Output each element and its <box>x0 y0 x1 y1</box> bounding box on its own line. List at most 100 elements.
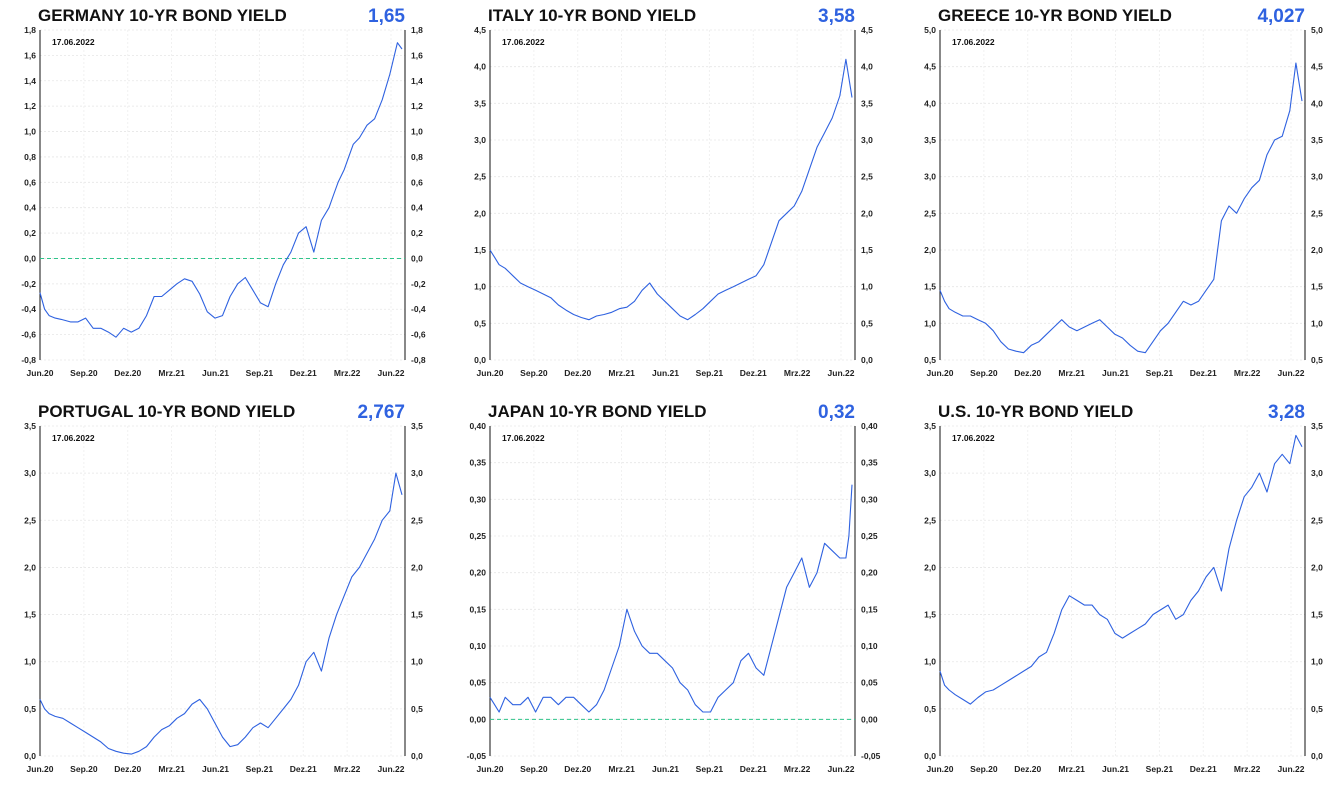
y-tick-label-left: 0,40 <box>469 421 486 431</box>
y-tick-label-left: 3,0 <box>24 468 36 478</box>
x-tick-label: Sep.20 <box>70 368 98 378</box>
y-tick-label-right: 0,25 <box>861 531 878 541</box>
y-tick-label-right: 1,5 <box>1311 282 1323 292</box>
y-tick-label-right: 3,5 <box>411 421 423 431</box>
y-tick-label-left: 0,00 <box>469 714 486 724</box>
series-line <box>39 472 403 755</box>
y-tick-label-left: 1,8 <box>24 25 36 35</box>
x-tick-label: Mrz.21 <box>1058 764 1085 774</box>
x-tick-label: Dez.20 <box>564 368 591 378</box>
x-tick-label: Jun.20 <box>27 368 54 378</box>
y-tick-label-left: 2,5 <box>474 172 486 182</box>
y-tick-label-right: 0,40 <box>861 421 878 431</box>
y-tick-label-left: 0,25 <box>469 531 486 541</box>
y-tick-label-right: 1,0 <box>1311 318 1323 328</box>
y-tick-label-right: 1,4 <box>411 76 423 86</box>
x-tick-label: Sep.20 <box>520 368 548 378</box>
y-tick-label-left: 0,0 <box>924 751 936 761</box>
x-tick-label: Mrz.22 <box>334 368 361 378</box>
y-tick-label-left: 0,8 <box>24 152 36 162</box>
chart-panel: JAPAN 10-YR BOND YIELD 0,32 -0,05 -0,05 0,00… <box>467 402 881 774</box>
y-tick-label-left: 0,5 <box>24 704 36 714</box>
y-tick-label-right: 1,8 <box>411 25 423 35</box>
series-line <box>939 62 1303 354</box>
y-tick-label-right: 0,0 <box>411 253 423 263</box>
y-tick-label-left: 3,5 <box>924 135 936 145</box>
y-tick-label-right: 2,0 <box>1311 562 1323 572</box>
y-tick-label-right: 0,0 <box>411 751 423 761</box>
y-tick-label-left: 3,5 <box>474 98 486 108</box>
y-tick-label-right: 0,35 <box>861 458 878 468</box>
series-line <box>39 42 403 338</box>
x-tick-label: Mrz.22 <box>784 764 811 774</box>
y-tick-label-right: 3,5 <box>1311 135 1323 145</box>
y-tick-label-right: 3,0 <box>861 135 873 145</box>
y-tick-label-left: -0,05 <box>467 751 487 761</box>
y-tick-label-right: 1,6 <box>411 50 423 60</box>
y-tick-label-left: 0,6 <box>24 177 36 187</box>
x-tick-label: Mrz.21 <box>158 368 185 378</box>
x-tick-label: Sep.21 <box>696 764 724 774</box>
y-tick-label-right: 2,0 <box>861 208 873 218</box>
y-tick-label-right: 2,0 <box>1311 245 1323 255</box>
chart-panel: U.S. 10-YR BOND YIELD 3,28 0,0 0,0 0,5 0,5 1,0… <box>924 402 1323 774</box>
y-tick-label-right: 0,20 <box>861 568 878 578</box>
x-tick-label: Mrz.22 <box>334 764 361 774</box>
x-tick-label: Dez.21 <box>740 764 767 774</box>
x-tick-label: Mrz.21 <box>158 764 185 774</box>
y-tick-label-left: 3,5 <box>924 421 936 431</box>
y-tick-label-left: 1,2 <box>24 101 36 111</box>
x-tick-label: Dez.20 <box>564 764 591 774</box>
y-tick-label-left: 1,0 <box>24 127 36 137</box>
x-tick-label: Sep.21 <box>246 764 274 774</box>
y-tick-label-right: 0,2 <box>411 228 423 238</box>
y-tick-label-right: 1,5 <box>1311 610 1323 620</box>
y-tick-label-left: -0,6 <box>21 330 36 340</box>
y-tick-label-left: 0,2 <box>24 228 36 238</box>
y-tick-label-left: 3,0 <box>924 172 936 182</box>
y-tick-label-left: -0,2 <box>21 279 36 289</box>
y-tick-label-right: 2,5 <box>861 172 873 182</box>
y-tick-label-right: 2,5 <box>411 515 423 525</box>
last-value: 4,027 <box>1257 6 1305 27</box>
y-tick-label-right: 3,0 <box>1311 172 1323 182</box>
y-tick-label-left: 0,05 <box>469 678 486 688</box>
y-tick-label-right: 0,15 <box>861 604 878 614</box>
x-tick-label: Jun.20 <box>477 764 504 774</box>
x-tick-label: Jun.20 <box>27 764 54 774</box>
y-tick-label-right: 1,0 <box>1311 657 1323 667</box>
y-tick-label-right: 0,0 <box>861 355 873 365</box>
last-value: 0,32 <box>818 402 855 423</box>
y-tick-label-right: 4,5 <box>861 25 873 35</box>
x-tick-label: Dez.21 <box>290 368 317 378</box>
x-tick-label: Jun.20 <box>927 764 954 774</box>
y-tick-label-right: 2,5 <box>1311 208 1323 218</box>
date-label: 17.06.2022 <box>952 37 995 47</box>
x-tick-label: Jun.20 <box>927 368 954 378</box>
y-tick-label-right: 0,05 <box>861 678 878 688</box>
last-value: 3,58 <box>818 6 855 27</box>
date-label: 17.06.2022 <box>502 37 545 47</box>
x-tick-label: Dez.21 <box>290 764 317 774</box>
y-tick-label-left: 0,20 <box>469 568 486 578</box>
y-tick-label-left: 0,35 <box>469 458 486 468</box>
y-tick-label-right: 5,0 <box>1311 25 1323 35</box>
x-tick-label: Dez.21 <box>1190 368 1217 378</box>
y-tick-label-left: 0,5 <box>474 318 486 328</box>
y-tick-label-left: -0,8 <box>21 355 36 365</box>
y-tick-label-left: 1,0 <box>24 657 36 667</box>
y-tick-label-right: 3,0 <box>1311 468 1323 478</box>
x-tick-label: Dez.21 <box>1190 764 1217 774</box>
y-tick-label-left: 1,0 <box>924 657 936 667</box>
y-tick-label-right: -0,2 <box>411 279 426 289</box>
y-tick-label-left: 0,0 <box>24 751 36 761</box>
x-tick-label: Sep.21 <box>246 368 274 378</box>
y-tick-label-left: 2,0 <box>924 245 936 255</box>
y-tick-label-right: 1,5 <box>861 245 873 255</box>
y-tick-label-left: 2,0 <box>24 562 36 572</box>
y-tick-label-left: 0,5 <box>924 355 936 365</box>
chart-title: JAPAN 10-YR BOND YIELD <box>488 402 707 421</box>
y-tick-label-right: 0,8 <box>411 152 423 162</box>
y-tick-label-left: 4,0 <box>924 98 936 108</box>
